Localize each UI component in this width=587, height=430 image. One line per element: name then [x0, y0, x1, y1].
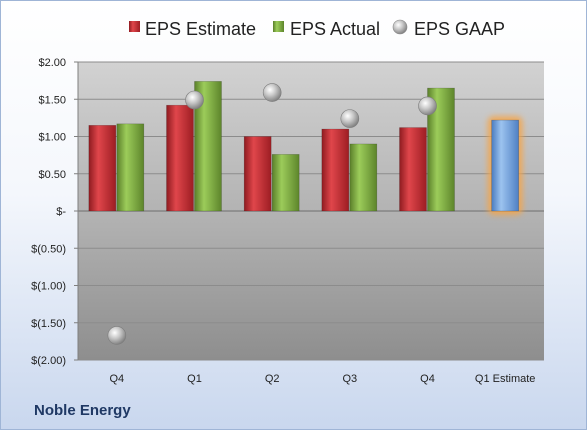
y-tick-label: $1.00	[38, 132, 66, 144]
bar-eps-estimate	[399, 127, 427, 212]
x-axis-ticks: Q4 Q1 Q2 Q3 Q4 Q1 Estimate	[109, 373, 535, 385]
bar-eps-estimate	[243, 136, 272, 212]
x-tick-label: Q2	[265, 373, 280, 385]
bar-eps-estimate	[88, 125, 117, 212]
y-tick-label: $(2.00)	[31, 355, 66, 367]
legend-item-gaap: EPS GAAP	[392, 19, 505, 39]
y-tick-label: $0.50	[38, 169, 66, 181]
marker-eps-gaap	[340, 109, 360, 128]
legend-item-estimate: EPS Estimate	[129, 19, 256, 39]
y-tick-label: $1.50	[38, 94, 66, 106]
marker-eps-gaap	[262, 83, 282, 102]
bar-eps-estimate	[321, 128, 350, 212]
legend-item-actual: EPS Actual	[273, 19, 380, 39]
legend-label-actual: EPS Actual	[290, 19, 380, 39]
legend-label-estimate: EPS Estimate	[145, 19, 256, 39]
legend-swatch-estimate	[129, 21, 140, 32]
marker-eps-gaap	[418, 96, 437, 116]
y-tick-label: $(0.50)	[31, 243, 66, 255]
bar-eps-actual	[116, 123, 145, 212]
marker-eps-gaap	[185, 90, 204, 110]
x-tick-label: Q3	[342, 373, 357, 385]
bars	[88, 81, 523, 215]
gridlines	[78, 61, 544, 361]
company-name: Noble Energy	[34, 402, 131, 419]
bar-eps-actual	[349, 143, 378, 212]
y-tick-label: $2.00	[38, 57, 66, 69]
y-tick-label: $-	[56, 206, 66, 218]
y-tick-label: $(1.00)	[31, 281, 66, 293]
x-tick-label: Q4	[420, 373, 435, 385]
marker-eps-gaap	[107, 326, 127, 345]
legend-swatch-actual	[273, 21, 284, 32]
y-tick-label: $(1.50)	[31, 318, 66, 330]
bar-eps-actual	[271, 154, 300, 212]
legend-swatch-gaap	[392, 19, 408, 35]
legend-label-gaap: EPS GAAP	[414, 19, 505, 39]
bar-eps-estimate	[166, 104, 194, 212]
x-tick-label: Q1 Estimate	[475, 373, 536, 385]
x-tick-label: Q1	[187, 373, 202, 385]
y-axis-ticks: $2.00 $1.50 $1.00 $0.50 $- $(0.50) $(1.00) $(1.…	[31, 57, 78, 367]
gaap-markers	[107, 83, 437, 345]
bar-q1-estimate	[491, 119, 519, 212]
x-tick-label: Q4	[109, 373, 124, 385]
legend: EPS Estimate EPS Actual EPS GAAP	[129, 19, 505, 39]
